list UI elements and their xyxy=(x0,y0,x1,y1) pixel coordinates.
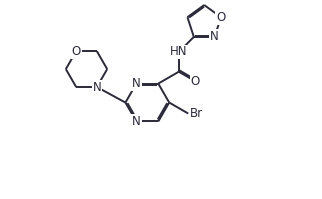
Text: O: O xyxy=(216,11,226,24)
Text: N: N xyxy=(132,115,141,128)
Text: Br: Br xyxy=(190,107,203,120)
Text: O: O xyxy=(191,75,200,88)
Text: N: N xyxy=(132,77,141,90)
Text: HN: HN xyxy=(170,45,187,59)
Text: N: N xyxy=(92,81,101,94)
Text: N: N xyxy=(210,30,219,43)
Text: O: O xyxy=(71,45,81,58)
